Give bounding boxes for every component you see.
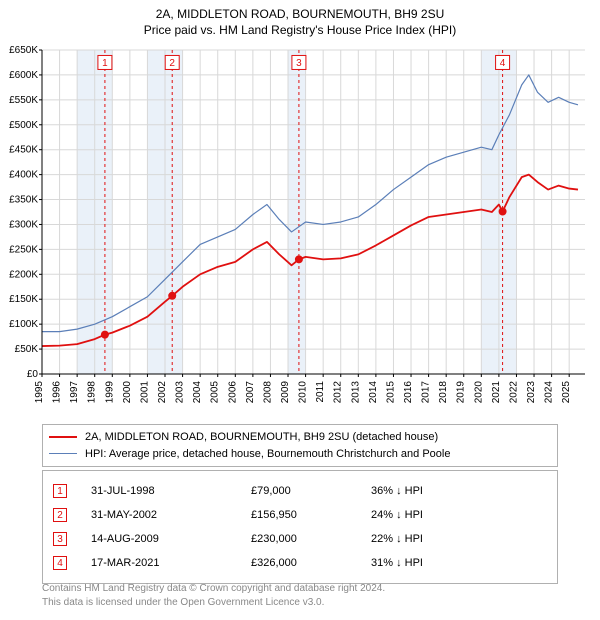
svg-text:2007: 2007 xyxy=(245,381,256,404)
svg-text:2020: 2020 xyxy=(473,381,484,404)
svg-text:£550K: £550K xyxy=(9,95,38,106)
svg-text:1997: 1997 xyxy=(69,381,80,404)
event-price: £79,000 xyxy=(251,485,371,497)
legend-row-hpi: HPI: Average price, detached house, Bour… xyxy=(49,446,551,463)
svg-text:1998: 1998 xyxy=(87,381,98,404)
svg-text:2015: 2015 xyxy=(385,381,396,404)
title-subtitle: Price paid vs. HM Land Registry's House … xyxy=(0,22,600,38)
svg-text:£100K: £100K xyxy=(9,319,38,330)
events-table: 1 31-JUL-1998 £79,000 36% ↓ HPI 2 31-MAY… xyxy=(42,470,558,584)
svg-text:2023: 2023 xyxy=(526,381,537,404)
svg-text:£0: £0 xyxy=(27,369,39,380)
svg-text:£650K: £650K xyxy=(9,45,38,56)
svg-text:2008: 2008 xyxy=(262,381,273,404)
price-chart: 1 2 3 4 £0 £50K £100K £150K £200K £250K £300K £350K… xyxy=(0,44,600,414)
event-badge: 3 xyxy=(53,532,67,546)
chart-title: 2A, MIDDLETON ROAD, BOURNEMOUTH, BH9 2SU… xyxy=(0,0,600,38)
event-delta: 36% ↓ HPI xyxy=(371,485,423,497)
svg-text:1996: 1996 xyxy=(52,381,63,404)
svg-text:2003: 2003 xyxy=(175,381,186,404)
chart-svg: 1 2 3 4 £0 £50K £100K £150K £200K £250K £300K £350K… xyxy=(0,44,600,414)
svg-text:2009: 2009 xyxy=(280,381,291,404)
legend: 2A, MIDDLETON ROAD, BOURNEMOUTH, BH9 2SU… xyxy=(42,424,558,467)
svg-text:2017: 2017 xyxy=(421,381,432,404)
svg-text:£150K: £150K xyxy=(9,294,38,305)
table-row: 4 17-MAR-2021 £326,000 31% ↓ HPI xyxy=(49,551,551,575)
svg-text:£400K: £400K xyxy=(9,170,38,181)
event-price: £156,950 xyxy=(251,509,371,521)
event-badge: 1 xyxy=(53,484,67,498)
svg-text:2016: 2016 xyxy=(403,381,414,404)
svg-text:1999: 1999 xyxy=(104,381,115,404)
svg-text:£200K: £200K xyxy=(9,269,38,280)
svg-text:£300K: £300K xyxy=(9,219,38,230)
svg-text:2001: 2001 xyxy=(139,381,150,404)
event-delta: 24% ↓ HPI xyxy=(371,509,423,521)
footer-line2: This data is licensed under the Open Gov… xyxy=(42,596,558,610)
svg-text:£50K: £50K xyxy=(15,344,39,355)
event-date: 31-JUL-1998 xyxy=(91,485,251,497)
event-badge: 2 xyxy=(53,508,67,522)
footer-line1: Contains HM Land Registry data © Crown c… xyxy=(42,582,558,596)
svg-text:2000: 2000 xyxy=(122,381,133,404)
svg-text:2010: 2010 xyxy=(298,381,309,404)
legend-swatch-property xyxy=(49,436,77,438)
title-address: 2A, MIDDLETON ROAD, BOURNEMOUTH, BH9 2SU xyxy=(0,6,600,22)
svg-text:2022: 2022 xyxy=(508,381,519,404)
legend-row-property: 2A, MIDDLETON ROAD, BOURNEMOUTH, BH9 2SU… xyxy=(49,429,551,446)
svg-text:2013: 2013 xyxy=(350,381,361,404)
table-row: 2 31-MAY-2002 £156,950 24% ↓ HPI xyxy=(49,503,551,527)
svg-text:2: 2 xyxy=(169,58,175,69)
legend-label-property: 2A, MIDDLETON ROAD, BOURNEMOUTH, BH9 2SU… xyxy=(85,429,438,446)
svg-text:2002: 2002 xyxy=(157,381,168,404)
svg-text:1: 1 xyxy=(102,58,108,69)
svg-text:2018: 2018 xyxy=(438,381,449,404)
svg-text:2004: 2004 xyxy=(192,381,203,404)
svg-text:2011: 2011 xyxy=(315,381,326,403)
svg-text:1995: 1995 xyxy=(34,381,45,404)
event-badge: 4 xyxy=(53,556,67,570)
legend-swatch-hpi xyxy=(49,453,77,454)
event-price: £326,000 xyxy=(251,557,371,569)
svg-text:£350K: £350K xyxy=(9,195,38,206)
event-delta: 31% ↓ HPI xyxy=(371,557,423,569)
svg-text:£450K: £450K xyxy=(9,145,38,156)
legend-label-hpi: HPI: Average price, detached house, Bour… xyxy=(85,446,450,463)
svg-text:£600K: £600K xyxy=(9,70,38,81)
svg-text:2025: 2025 xyxy=(561,381,572,404)
table-row: 1 31-JUL-1998 £79,000 36% ↓ HPI xyxy=(49,479,551,503)
event-date: 17-MAR-2021 xyxy=(91,557,251,569)
event-delta: 22% ↓ HPI xyxy=(371,533,423,545)
event-date: 14-AUG-2009 xyxy=(91,533,251,545)
svg-text:2024: 2024 xyxy=(544,381,555,404)
svg-text:£250K: £250K xyxy=(9,244,38,255)
svg-text:£500K: £500K xyxy=(9,120,38,131)
svg-text:2019: 2019 xyxy=(456,381,467,404)
footer-attribution: Contains HM Land Registry data © Crown c… xyxy=(42,582,558,609)
svg-text:3: 3 xyxy=(296,58,302,69)
event-price: £230,000 xyxy=(251,533,371,545)
svg-text:2014: 2014 xyxy=(368,381,379,404)
svg-text:4: 4 xyxy=(500,58,506,69)
svg-text:2021: 2021 xyxy=(491,381,502,404)
svg-text:2005: 2005 xyxy=(210,381,221,404)
table-row: 3 14-AUG-2009 £230,000 22% ↓ HPI xyxy=(49,527,551,551)
event-date: 31-MAY-2002 xyxy=(91,509,251,521)
svg-text:2006: 2006 xyxy=(227,381,238,404)
svg-text:2012: 2012 xyxy=(333,381,344,404)
